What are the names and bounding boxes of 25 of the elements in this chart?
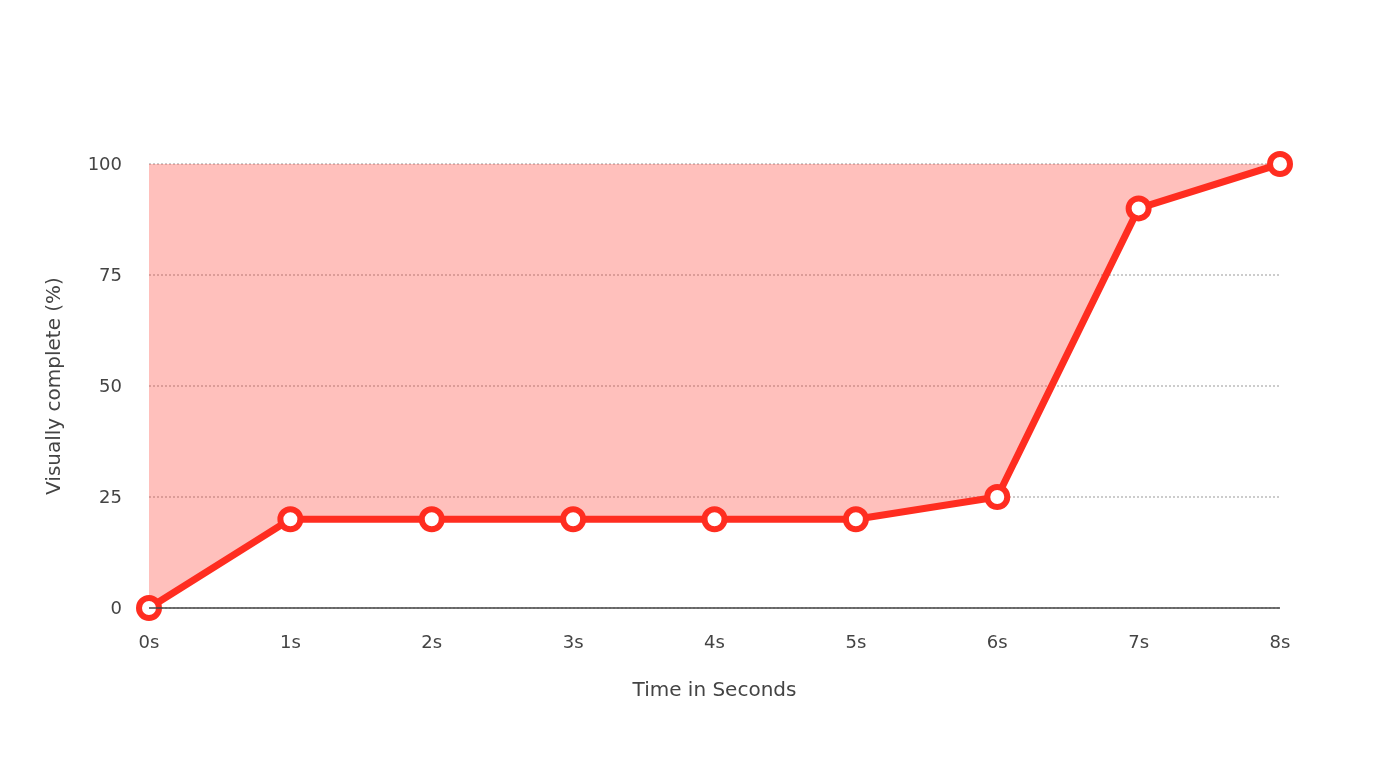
x-tick-label: 3s — [562, 631, 584, 652]
x-tick-label: 4s — [704, 631, 725, 652]
point — [560, 506, 587, 533]
x-tick-label: 1s — [279, 631, 301, 652]
x-tick-label: 5s — [845, 631, 867, 652]
point — [1125, 195, 1152, 222]
point — [701, 506, 728, 533]
x-axis-title: Time in Seconds — [631, 677, 797, 701]
y-tick-label: 100 — [87, 153, 122, 175]
point — [984, 484, 1011, 510]
y-tick-label: 50 — [99, 375, 122, 397]
y-tick-label: 25 — [99, 486, 122, 508]
y-tick-label: 0 — [110, 597, 122, 619]
point — [418, 506, 445, 533]
x-tick-label: 8s — [1269, 631, 1291, 652]
x-tick-label: 6s — [986, 631, 1008, 652]
y-axis-title: Visually complete (%) — [41, 277, 65, 495]
x-tick-label: 2s — [421, 631, 443, 652]
y-tick-label: 75 — [99, 264, 122, 286]
x-tick-label: 7s — [1128, 631, 1150, 652]
point — [277, 506, 304, 533]
point — [842, 506, 869, 533]
point — [136, 595, 162, 621]
point — [1267, 151, 1293, 177]
x-tick-label: 0s — [138, 631, 160, 652]
